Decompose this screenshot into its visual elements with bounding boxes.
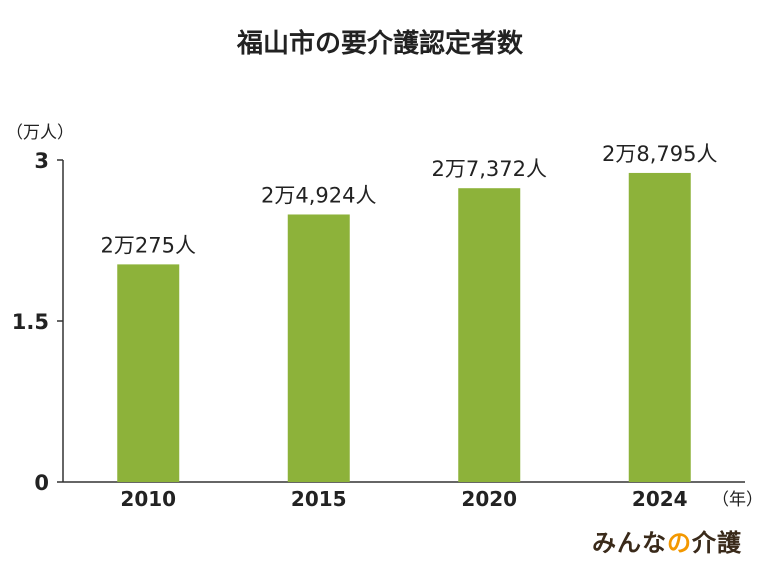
bar-2010 [117,264,180,482]
bars [117,172,691,483]
bar-2020 [458,188,521,482]
data-labels: 2万275人 2万4,924人 2万7,372人 2万8,795人 [101,142,718,257]
chart-title: 福山市の要介護認定者数 [236,28,524,59]
x-tick-label-2010: 2010 [120,487,176,511]
x-tick-label-2015: 2015 [291,487,347,511]
brand-text-2: 介護 [692,529,742,557]
x-axis-ticks: 2010 2015 2020 2024 [120,487,687,511]
y-axis-ticks: 01.53 [12,149,63,495]
y-tick-label: 0 [34,471,49,495]
brand-text-accent: の [667,529,692,557]
x-tick-label-2024: 2024 [632,487,688,511]
brand-logo: みんなの介護 [592,523,742,558]
data-label-2010: 2万275人 [101,233,196,257]
bar-2024 [628,172,691,483]
data-label-2024: 2万8,795人 [602,142,717,166]
bar-2015 [287,214,350,482]
data-label-2020: 2万7,372人 [432,157,547,181]
x-axis-unit-label: （年） [712,490,760,510]
x-tick-label-2020: 2020 [461,487,517,511]
y-tick-label: 3 [34,149,49,173]
y-tick-label: 1.5 [12,310,49,334]
y-axis-unit-label: （万人） [6,123,74,143]
data-label-2015: 2万4,924人 [261,183,376,207]
brand-text-1: みんな [592,529,667,557]
